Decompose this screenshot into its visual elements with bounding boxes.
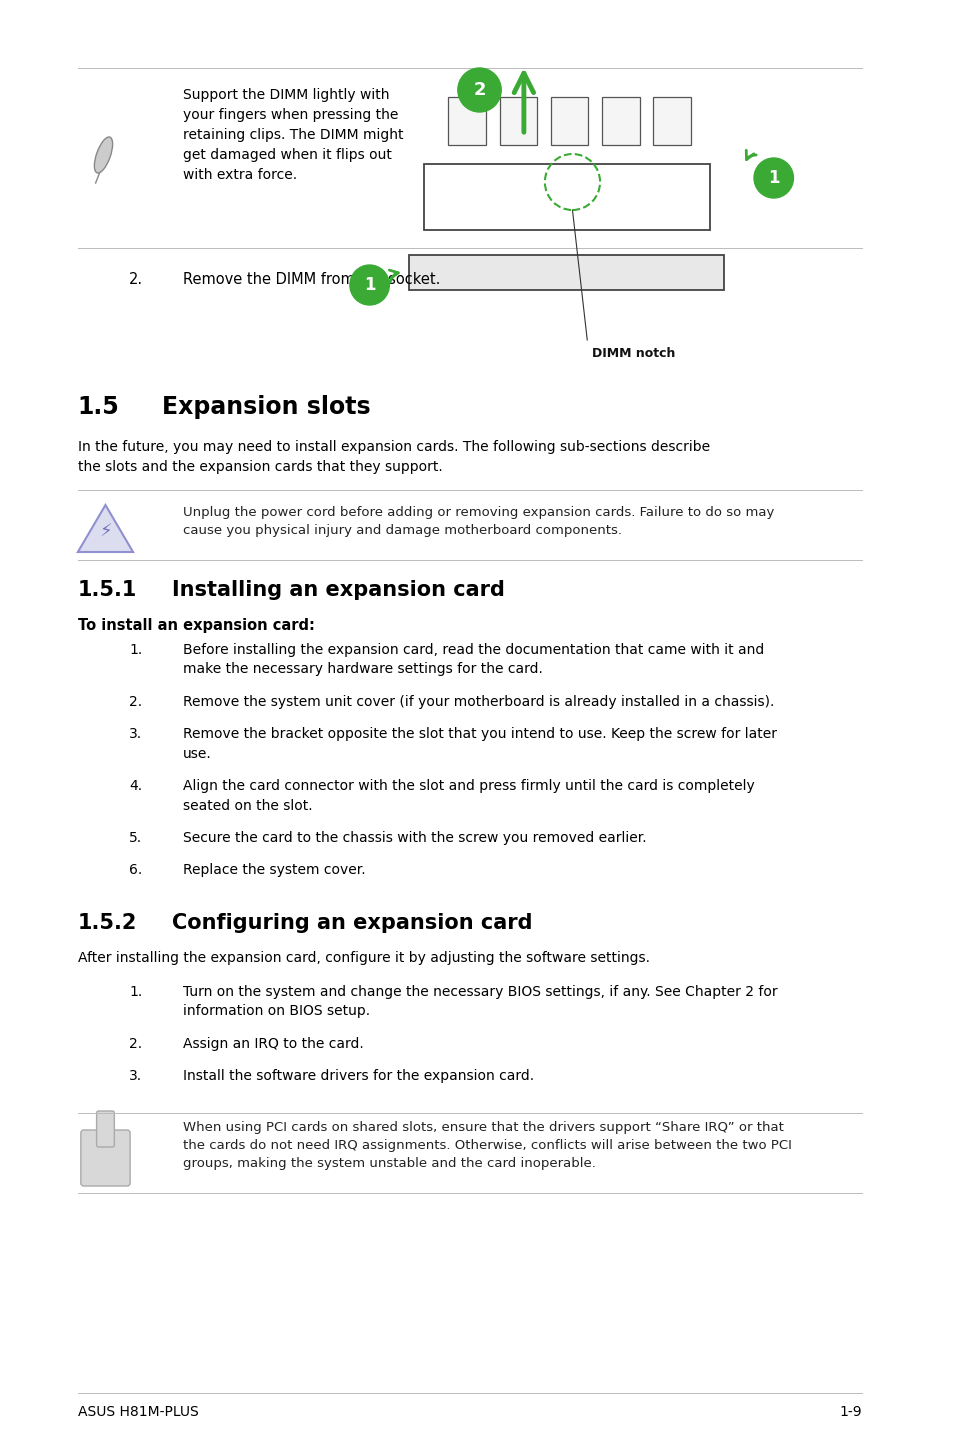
- Bar: [653, 96, 690, 145]
- Text: Remove the DIMM from the socket.: Remove the DIMM from the socket.: [183, 272, 440, 288]
- Text: Secure the card to the chassis with the screw you removed earlier.: Secure the card to the chassis with the …: [183, 831, 646, 846]
- Text: 3.: 3.: [129, 1068, 142, 1083]
- Text: Align the card connector with the slot and press firmly until the card is comple: Align the card connector with the slot a…: [183, 779, 754, 812]
- Text: ASUS H81M-PLUS: ASUS H81M-PLUS: [78, 1405, 198, 1419]
- Text: Configuring an expansion card: Configuring an expansion card: [172, 913, 532, 933]
- FancyBboxPatch shape: [423, 164, 709, 230]
- Text: When using PCI cards on shared slots, ensure that the drivers support “Share IRQ: When using PCI cards on shared slots, en…: [183, 1122, 791, 1171]
- Text: Assign an IRQ to the card.: Assign an IRQ to the card.: [183, 1037, 364, 1051]
- Text: 2.: 2.: [129, 695, 142, 709]
- Text: Remove the system unit cover (if your motherboard is already installed in a chas: Remove the system unit cover (if your mo…: [183, 695, 774, 709]
- FancyBboxPatch shape: [96, 1112, 114, 1148]
- FancyBboxPatch shape: [81, 1130, 130, 1186]
- Text: 2.: 2.: [129, 1037, 142, 1051]
- Text: 1-9: 1-9: [839, 1405, 862, 1419]
- Text: 1.5: 1.5: [78, 395, 119, 418]
- Text: 1: 1: [767, 170, 779, 187]
- Text: Installing an expansion card: Installing an expansion card: [172, 580, 504, 600]
- Text: 3.: 3.: [129, 728, 142, 741]
- Text: Unplug the power cord before adding or removing expansion cards. Failure to do s: Unplug the power cord before adding or r…: [183, 506, 774, 536]
- Text: ⚡: ⚡: [99, 523, 112, 541]
- Text: Turn on the system and change the necessary BIOS settings, if any. See Chapter 2: Turn on the system and change the necess…: [183, 985, 777, 1018]
- Text: 1.5.1: 1.5.1: [78, 580, 137, 600]
- Text: After installing the expansion card, configure it by adjusting the software sett: After installing the expansion card, con…: [78, 951, 649, 965]
- Text: Before installing the expansion card, read the documentation that came with it a: Before installing the expansion card, re…: [183, 643, 763, 676]
- Text: Remove the bracket opposite the slot that you intend to use. Keep the screw for : Remove the bracket opposite the slot tha…: [183, 728, 777, 761]
- Text: To install an expansion card:: To install an expansion card:: [78, 618, 314, 633]
- Text: 5.: 5.: [129, 831, 142, 846]
- Circle shape: [350, 265, 389, 305]
- Bar: [499, 96, 537, 145]
- Text: Replace the system cover.: Replace the system cover.: [183, 863, 366, 877]
- Text: 1.: 1.: [129, 985, 142, 999]
- Polygon shape: [78, 505, 132, 552]
- Text: Install the software drivers for the expansion card.: Install the software drivers for the exp…: [183, 1068, 534, 1083]
- Bar: [551, 96, 588, 145]
- Text: Support the DIMM lightly with
your fingers when pressing the
retaining clips. Th: Support the DIMM lightly with your finge…: [183, 88, 403, 183]
- Text: 2: 2: [473, 81, 485, 99]
- Text: DIMM notch: DIMM notch: [592, 347, 675, 360]
- Text: 1.5.2: 1.5.2: [78, 913, 137, 933]
- Ellipse shape: [94, 137, 112, 173]
- Text: In the future, you may need to install expansion cards. The following sub-sectio: In the future, you may need to install e…: [78, 440, 709, 475]
- Text: 2.: 2.: [129, 272, 143, 288]
- Circle shape: [753, 158, 793, 198]
- Bar: [448, 96, 485, 145]
- Text: 1: 1: [363, 276, 375, 293]
- Text: Expansion slots: Expansion slots: [161, 395, 370, 418]
- Bar: [601, 96, 639, 145]
- Text: 6.: 6.: [129, 863, 142, 877]
- Text: 4.: 4.: [129, 779, 142, 792]
- Text: 1.: 1.: [129, 643, 142, 657]
- FancyBboxPatch shape: [409, 255, 723, 290]
- Circle shape: [457, 68, 500, 112]
